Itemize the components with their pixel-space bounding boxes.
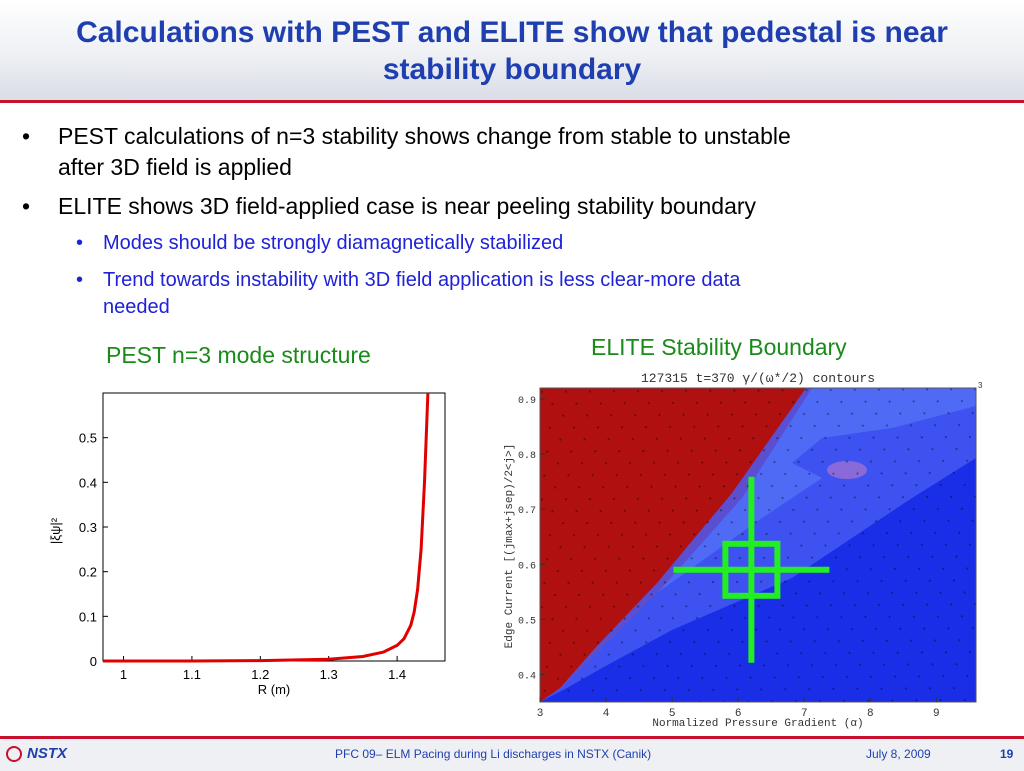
bullet-2-line-1: ELITE shows 3D field-applied case is nea… (58, 193, 757, 219)
footer-date: July 8, 2009 (866, 747, 931, 761)
bullet-1-line-1: PEST calculations of n=3 stability shows… (58, 123, 791, 149)
elite-x-tick-label: 9 (933, 708, 940, 720)
footer-center-text: PFC 09– ELM Pacing during Li discharges … (335, 747, 652, 761)
elite-plot-frame (539, 387, 977, 703)
elite-plot-title: 127315 t=370 γ/(ω*/2) contours (641, 371, 875, 386)
pest-x-tick-label: 1.3 (320, 667, 338, 682)
elite-y-axis-label: Edge Current [(jmax+jsep)/2<j>] (504, 444, 516, 649)
pest-series-line (103, 392, 430, 663)
nstx-logo-icon (6, 746, 22, 763)
bullet-2: ELITE shows 3D field-applied case is nea… (58, 191, 988, 222)
pest-y-axis-label: |ξψ|² (48, 517, 63, 544)
pest-x-axis-label: R (m) (258, 682, 291, 697)
bullet-marker: • (22, 123, 31, 149)
pest-chart-svg: 1 1.1 1.2 1.3 1.4 0 0.1 0.2 0.3 0.4 0.5 R (m) |ξψ|… (48, 392, 446, 697)
elite-x-tick-label: 3 (537, 708, 544, 720)
elite-chart-svg: 127315 t=370 γ/(ω*/2) contours 3 4 5 6 7 8 9 0.… (504, 371, 983, 730)
elite-corner-label: 3 (978, 381, 983, 390)
elite-y-tick-label: 0.4 (518, 671, 536, 682)
elite-x-tick-label: 4 (603, 708, 610, 720)
nstx-logo-text: NSTX (27, 745, 68, 762)
elite-label: ELITE Stability Boundary (591, 334, 847, 360)
bullet-1: PEST calculations of n=3 stability shows… (58, 121, 988, 183)
subbullet-2-line-1: Trend towards instability with 3D field … (103, 269, 741, 291)
elite-x-tick-label: 7 (801, 708, 808, 720)
title-line-2: stability boundary (382, 53, 642, 86)
pest-y-tick-label: 0 (90, 654, 97, 669)
nstx-logo: NSTX (6, 745, 68, 763)
elite-x-tick-label: 8 (867, 708, 874, 720)
elite-y-tick-label: 0.8 (518, 451, 536, 462)
pest-y-tick-label: 0.1 (79, 609, 97, 624)
subbullet-2-line-2: needed (103, 296, 170, 318)
elite-y-tick-label: 0.6 (518, 561, 536, 572)
subbullet-1-line-1: Modes should be strongly diamagnetically… (103, 232, 564, 254)
elite-x-tick-label: 5 (669, 708, 676, 720)
bullet-1-line-2: after 3D field is applied (58, 154, 292, 180)
pest-y-tick-label: 0.5 (79, 431, 97, 446)
pest-y-tick-label: 0.2 (79, 565, 97, 580)
elite-y-tick-label: 0.9 (518, 396, 536, 407)
elite-x-tick-label: 6 (735, 708, 742, 720)
title-line-1: Calculations with PEST and ELITE show th… (76, 16, 948, 49)
pest-chart: 1 1.1 1.2 1.3 1.4 0 0.1 0.2 0.3 0.4 0.5 R (m) |ξψ|… (40, 386, 460, 706)
elite-x-axis-label: Normalized Pressure Gradient (α) (652, 718, 863, 730)
green-crosshair-marker (673, 476, 830, 663)
footer-page-number: 19 (1000, 747, 1014, 761)
subbullet-2: Trend towards instability with 3D field … (103, 267, 983, 321)
pest-label: PEST n=3 mode structure (106, 342, 371, 368)
subbullet-marker: • (76, 232, 84, 254)
pest-x-tick-label: 1.2 (251, 667, 269, 682)
crosshair-box (722, 540, 781, 599)
pest-y-tick-label: 0.3 (79, 520, 97, 535)
pest-plot-frame (102, 392, 446, 662)
pest-y-tick-label: 0.4 (79, 475, 97, 490)
slide-title: Calculations with PEST and ELITE show th… (10, 14, 1014, 88)
pest-x-tick-label: 1.1 (183, 667, 201, 682)
slide-footer: NSTX PFC 09– ELM Pacing during Li discha… (0, 736, 1024, 771)
elite-chart: 127315 t=370 γ/(ω*/2) contours 3 4 5 6 7 8 9 0.… (492, 368, 992, 733)
elite-y-tick-label: 0.7 (518, 506, 536, 517)
bullet-marker: • (22, 193, 31, 219)
pest-x-tick-label: 1.4 (388, 667, 406, 682)
elite-y-tick-label: 0.5 (518, 616, 536, 627)
slide-header: Calculations with PEST and ELITE show th… (0, 0, 1024, 103)
subbullet-1: Modes should be strongly diamagnetically… (103, 230, 983, 257)
pest-x-tick-label: 1 (120, 667, 127, 682)
subbullet-marker: • (76, 269, 84, 291)
